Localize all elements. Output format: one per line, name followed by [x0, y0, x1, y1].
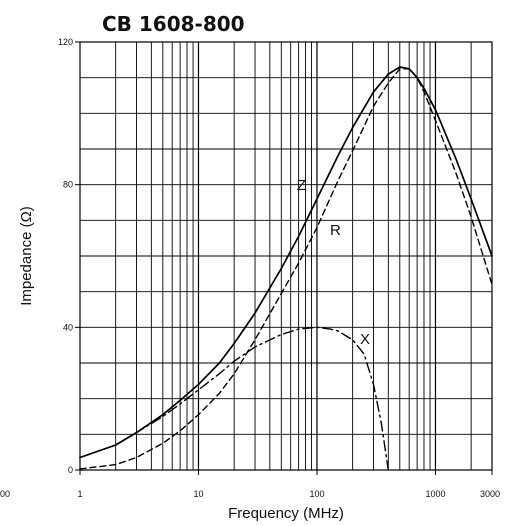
x-axis-label: Frequency (MHz)	[228, 505, 344, 522]
y-axis-ticks: 0 40 80 120	[58, 37, 80, 475]
y-tick-label: 40	[63, 322, 73, 332]
y-tick-label: 80	[63, 180, 73, 190]
chart-title: CB 1608-800	[102, 12, 245, 36]
y-axis-label: Impedance (Ω)	[18, 206, 35, 306]
x-tick-label: 1	[77, 489, 82, 499]
x-tick-label: 1000	[425, 489, 445, 499]
x-tick-label: 100	[309, 489, 324, 499]
x-axis-ticks: 1 10 100 1000 3000	[77, 470, 500, 499]
series-layer	[79, 66, 493, 471]
y-tick-label: 0	[68, 465, 73, 475]
left-edge-tick-label: 00	[0, 489, 10, 499]
curve-label-z: Z	[297, 177, 306, 194]
curve-label-x: X	[360, 331, 370, 348]
y-tick-label: 120	[58, 37, 73, 47]
x-tick-label: 3000	[480, 489, 500, 499]
x-tick-label: 10	[193, 489, 203, 499]
series-line-r	[79, 68, 493, 470]
curve-label-r: R	[330, 222, 341, 239]
series-line-z	[79, 66, 493, 459]
chart-grid	[80, 42, 492, 470]
